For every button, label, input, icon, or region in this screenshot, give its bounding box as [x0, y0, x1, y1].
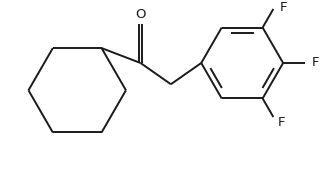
Text: F: F — [277, 116, 285, 129]
Text: F: F — [311, 56, 319, 69]
Text: O: O — [135, 8, 146, 21]
Text: F: F — [280, 1, 288, 14]
